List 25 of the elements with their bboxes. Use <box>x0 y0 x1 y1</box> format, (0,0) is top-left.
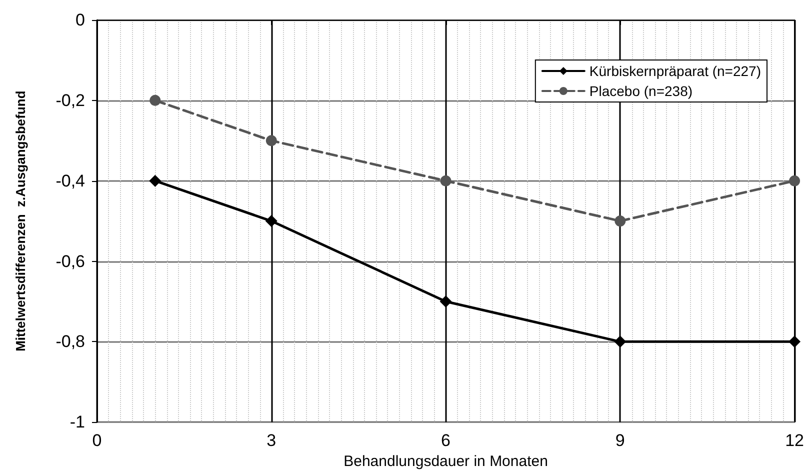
point <box>440 295 452 308</box>
x-axis-title: Behandlungsdauer in Monaten <box>344 453 548 470</box>
x-tick-label: 3 <box>266 431 276 450</box>
y-tick-label: -0,6 <box>56 252 85 271</box>
y-tick-label: -0,2 <box>56 90 85 110</box>
y-tick-label: -1 <box>70 412 85 432</box>
legend-label: Placebo (n=238) <box>589 83 693 99</box>
x-tick-label: 9 <box>615 431 625 450</box>
legend-label: Kürbiskernpräparat (n=227) <box>589 63 762 79</box>
point <box>614 336 626 348</box>
point <box>788 336 801 348</box>
y-axis-title: Mittelwertsdifferenzen z.Ausgangsbefund <box>13 90 28 352</box>
point <box>614 216 626 227</box>
point <box>266 135 277 146</box>
y-tick-label: 0 <box>76 10 85 30</box>
x-tick-label: 0 <box>92 431 102 450</box>
point <box>150 94 161 106</box>
y-tick-label: -0,8 <box>56 332 85 352</box>
y-tick-label: -0,4 <box>56 171 85 190</box>
x-tick-label: 12 <box>785 431 804 450</box>
x-tick-label: 6 <box>441 431 451 450</box>
point <box>789 175 800 186</box>
point <box>149 174 162 187</box>
point <box>440 175 452 186</box>
point <box>265 215 278 228</box>
